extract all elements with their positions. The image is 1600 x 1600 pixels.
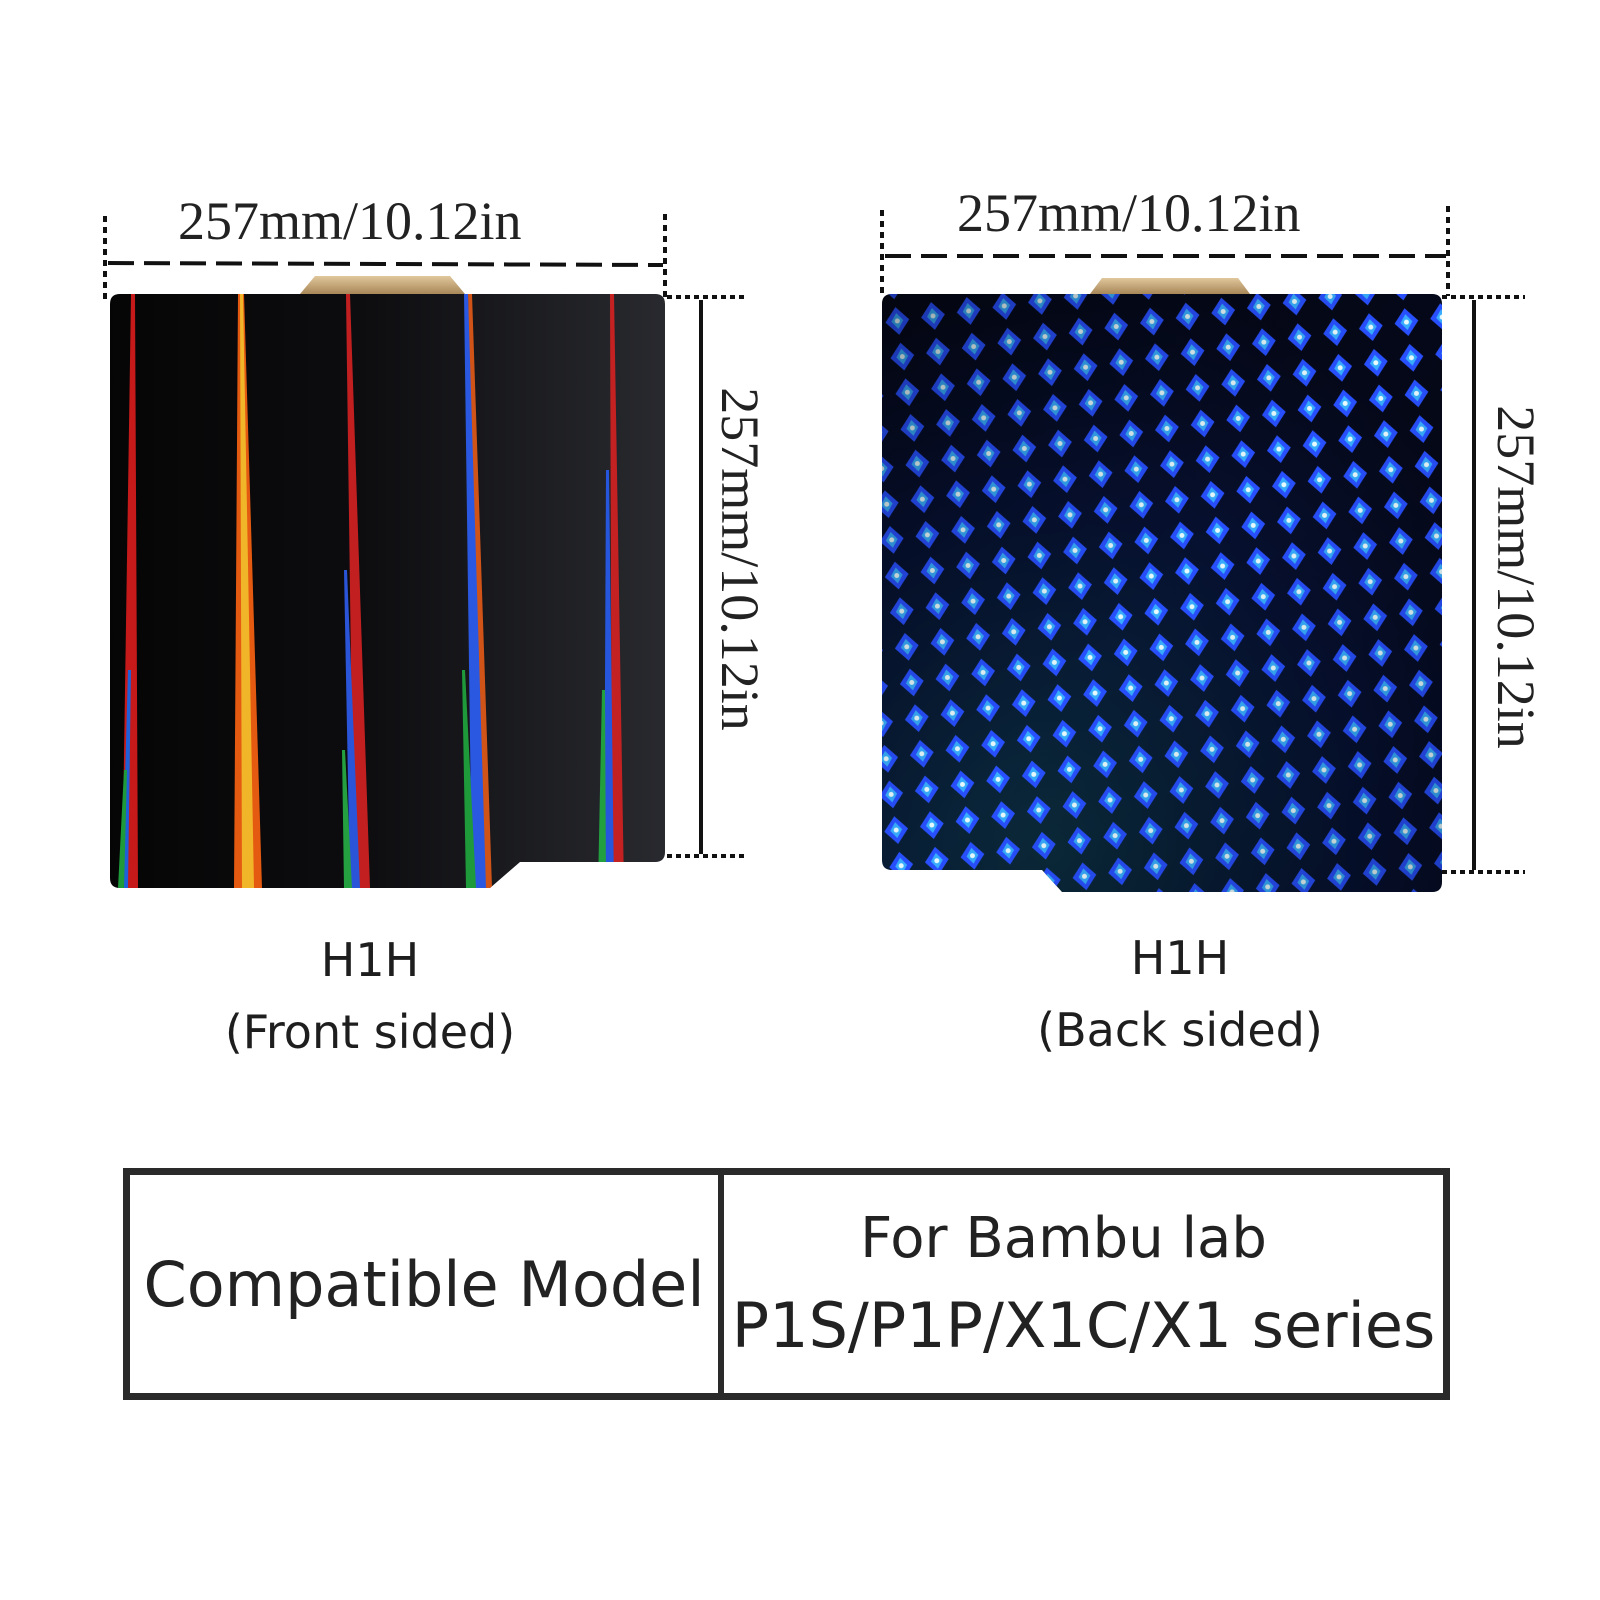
- back-caption: H1H (Back sided): [980, 922, 1380, 1066]
- front-model-name: H1H: [320, 933, 420, 987]
- back-side-label: (Back sided): [1037, 1003, 1323, 1057]
- compat-line-2: P1S/P1P/X1C/X1 series: [731, 1289, 1436, 1362]
- compat-line-1: For Bambu lab: [860, 1206, 1267, 1271]
- front-caption: H1H (Front sided): [170, 924, 570, 1068]
- front-width-label: 257mm/10.12in: [178, 191, 522, 251]
- front-side-label: (Front sided): [224, 1005, 516, 1059]
- compatibility-table: Compatible Model For Bambu lab P1S/P1P/X…: [123, 1168, 1450, 1400]
- back-width-label: 257mm/10.12in: [957, 183, 1301, 243]
- compatible-model-label: Compatible Model: [130, 1175, 724, 1393]
- compatible-model-value: For Bambu lab P1S/P1P/X1C/X1 series: [724, 1175, 1443, 1393]
- back-plate-image: [882, 278, 1442, 892]
- back-height-label: 257mm/10.12in: [1486, 405, 1546, 749]
- back-model-name: H1H: [1130, 931, 1230, 985]
- front-plate-image: [110, 276, 665, 888]
